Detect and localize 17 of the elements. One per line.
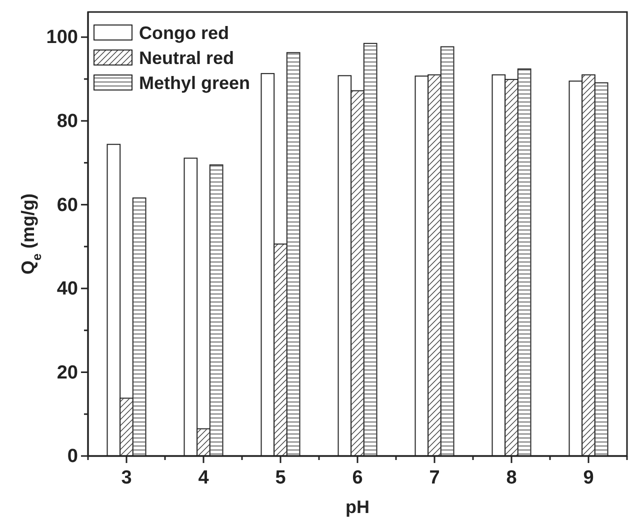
x-tick-label: 5 (275, 467, 286, 488)
legend-label: Methyl green (139, 73, 250, 93)
x-tick-label: 7 (429, 467, 440, 488)
x-tick-label: 3 (121, 467, 132, 488)
x-tick-label: 6 (352, 467, 363, 488)
x-tick-label: 9 (583, 467, 594, 488)
y-tick-label: 0 (67, 446, 78, 468)
y-tick-label: 20 (56, 362, 78, 384)
legend-label: Neutral red (139, 48, 234, 68)
y-tick-label: 80 (56, 110, 78, 132)
y-tick-label: 40 (56, 278, 78, 300)
y-tick-label: 60 (56, 194, 78, 216)
x-tick-label: 8 (506, 467, 517, 488)
x-axis-title: pH (346, 497, 370, 517)
y-tick-label: 100 (46, 27, 78, 48)
legend-label: Congo red (139, 23, 229, 43)
x-tick-label: 4 (198, 467, 210, 488)
